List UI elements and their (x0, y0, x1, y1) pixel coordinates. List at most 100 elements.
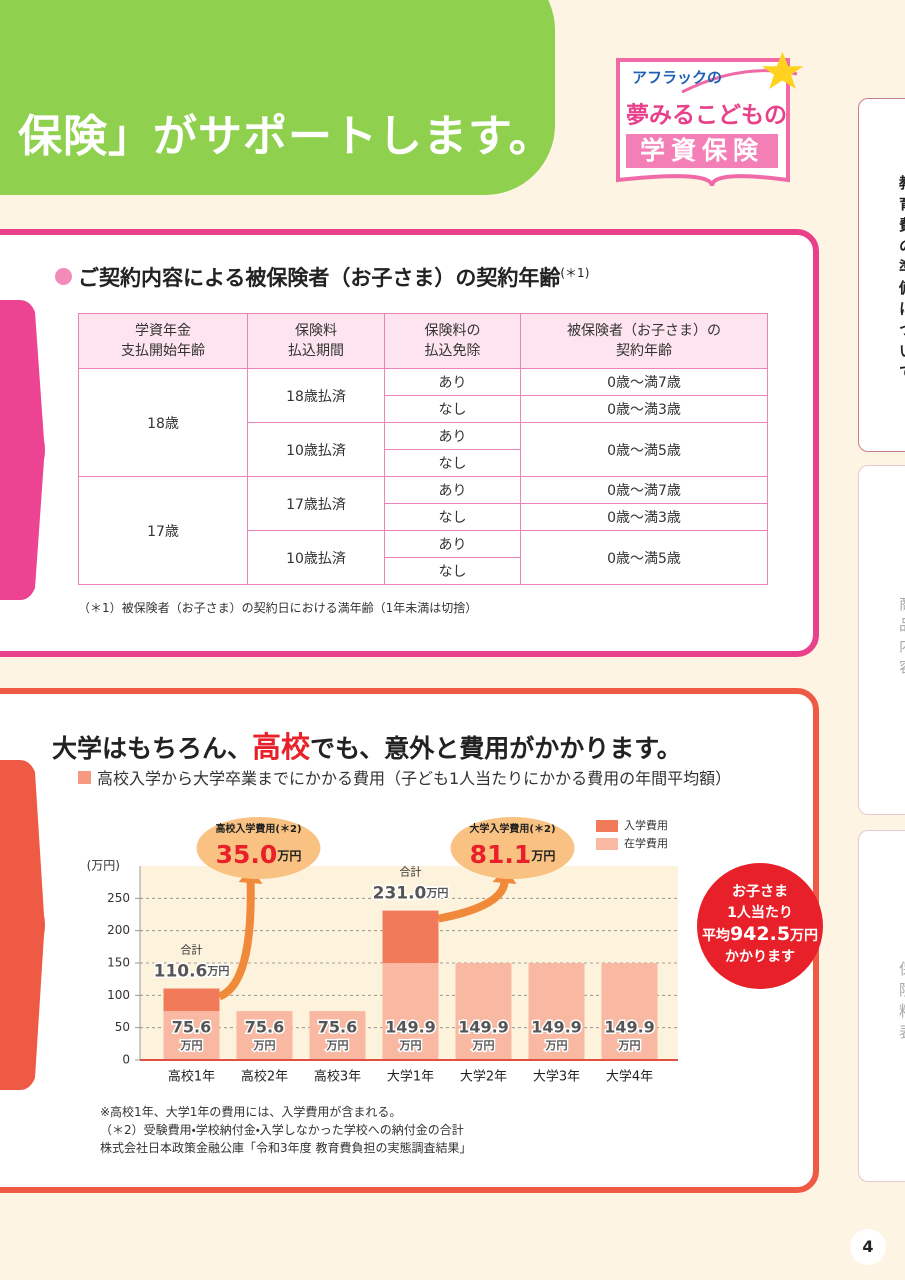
y-tick-label: 100 (107, 988, 130, 1002)
total-label: 231.0万円 (373, 884, 449, 904)
age-cell: 0歳～満5歳 (520, 422, 768, 477)
y-tick-label: 250 (107, 891, 130, 905)
total-label: 110.6万円 (154, 961, 230, 981)
bar-segment (528, 963, 585, 1060)
badge-unit: 万円 (790, 928, 819, 944)
x-tick-label: 高校3年 (314, 1069, 361, 1085)
header-cell: 学資年金支払開始年齢 (78, 313, 248, 369)
bar-unit-label: 万円 (326, 1039, 349, 1052)
badge-text: お子さま (732, 884, 788, 900)
note: （＊2）受験費用・学校納付金・入学しなかった学校への納付金の合計 (100, 1123, 464, 1137)
header-cell: 被保険者（お子さま）の 契約年齢 (520, 313, 768, 369)
y-tick-label: 0 (122, 1053, 130, 1067)
title-text: ご契約内容による被保険者（お子さま）の契約年齢 (78, 266, 561, 290)
callout-number: 35.0 (216, 840, 278, 869)
contract-table: 学資年金 支払開始年齢 保険料 払込期間 保険料の 払込免除 被保険者（お子さま）の 契約年齢… (78, 313, 768, 585)
waiver-cell: あり (384, 476, 521, 504)
bar-unit-label: 万円 (253, 1039, 276, 1052)
header-line: 支払開始年齢 (121, 343, 205, 359)
page-title: 保険」がサポートします。 (18, 111, 554, 162)
bar-value-label: 149.9 (385, 1018, 436, 1037)
logo: アフラックの 夢みるこどもの 学資保険 (616, 52, 804, 187)
callout-value: 81.1万円 (470, 840, 556, 869)
table-row: 10歳払済 あり 0歳～満5歳 (79, 530, 768, 585)
bar-segment (455, 963, 512, 1060)
bullet (55, 268, 72, 285)
y-tick-label: 50 (115, 1020, 130, 1034)
period-cell: 17歳払済 (247, 476, 385, 531)
legend-swatch (596, 820, 618, 832)
table-row: なし 0歳～満3歳 (79, 503, 768, 531)
footnote: （＊1）被保険者（お子さま）の契約日における満年齢（1年未満は切捨） (78, 601, 478, 615)
age-cell: 0歳～満7歳 (520, 476, 768, 504)
callout-title: 高校入学費用(＊2) (215, 822, 301, 835)
callout-arrow (217, 877, 255, 1001)
logo-band (626, 134, 778, 168)
bar-unit-label: 万円 (618, 1039, 641, 1052)
heading-part: でも、意外と費用がかかります。 (310, 734, 682, 763)
callout-value: 35.0万円 (216, 840, 302, 869)
waiver-cell: なし (384, 449, 521, 477)
bar-unit-label: 万円 (472, 1039, 495, 1052)
badge-text: 平均 (701, 928, 730, 944)
bar-value-label: 75.6 (318, 1018, 357, 1037)
logo-star (761, 52, 804, 90)
table-row: なし (79, 449, 768, 477)
heading-part: 大学はもちろん、 (52, 734, 253, 763)
age-cell: 0歳～満7歳 (520, 368, 768, 396)
x-tick-label: 大学3年 (533, 1069, 580, 1085)
chevron-shape (0, 300, 45, 600)
note-mark: (＊1) (560, 266, 590, 280)
total-caption: 合計 (400, 865, 422, 879)
x-tick-label: 高校1年 (168, 1069, 215, 1085)
logo-text: 夢みるこどもの (626, 103, 787, 129)
start-age-cell: 18歳 (78, 368, 248, 477)
side-tab[interactable]: 商品内容 (858, 465, 905, 815)
total-value: 231.0 (373, 884, 427, 904)
callout-unit: 万円 (276, 849, 301, 863)
bar-value-label: 75.6 (245, 1018, 284, 1037)
legend-label: 在学費用 (624, 836, 668, 850)
side-tab[interactable]: 教育費の準備について (858, 98, 905, 452)
bar-value-label: 149.9 (604, 1018, 655, 1037)
badge-value: 942.5 (729, 923, 791, 945)
bar-unit-label: 万円 (545, 1039, 568, 1052)
x-tick-label: 高校2年 (241, 1069, 288, 1085)
bar-unit-label: 万円 (399, 1039, 422, 1052)
header-line: 払込免除 (424, 343, 481, 359)
y-axis-label: (万円) (87, 859, 120, 873)
bar-segment (601, 963, 658, 1060)
section-heading: 大学はもちろん、高校でも、意外と費用がかかります。 (52, 724, 682, 766)
period-cell: 10歳払済 (247, 530, 385, 585)
x-tick-label: 大学4年 (606, 1069, 653, 1085)
subtitle-text: 高校入学から大学卒業までにかかる費用（子ども1人当たりにかかる費用の年間平均額） (97, 769, 732, 788)
side-tab[interactable]: 保険料表 (858, 830, 905, 1182)
banner (0, 0, 555, 195)
logo-text: アフラックの (632, 69, 722, 87)
total-value: 110.6 (154, 961, 208, 981)
callout-unit: 万円 (530, 849, 555, 863)
header-cell: 保険料の 払込免除 (384, 313, 521, 369)
bar-segment (236, 1011, 293, 1060)
bar-value-label: 149.9 (531, 1018, 582, 1037)
period-cell: 10歳払済 (247, 422, 385, 477)
badge-average: 平均942.5万円 (697, 924, 823, 947)
badge-text: かかります (725, 949, 795, 965)
bullet (78, 771, 91, 784)
logo-text: 学資保険 (640, 136, 764, 165)
header-line: 学資年金 (135, 323, 191, 339)
chart-subtitle: 高校入学から大学卒業までにかかる費用（子ども1人当たりにかかる費用の年間平均額） (78, 765, 731, 789)
total-unit: 万円 (206, 964, 229, 977)
note: ※高校1年、大学1年の費用には、入学費用が含まれる。 (100, 1105, 402, 1119)
callout-title: 大学入学費用(＊2) (469, 822, 555, 835)
table-row: 10歳払済 あり 0歳～満5歳 (79, 422, 768, 477)
waiver-cell: あり (384, 368, 521, 396)
bar-unit-label: 万円 (180, 1039, 203, 1052)
legend-swatch (596, 838, 618, 850)
section-title: ご契約内容による被保険者（お子さま）の契約年齢(＊1) (55, 262, 589, 292)
header-line: 払込期間 (288, 343, 344, 359)
table-row: 18歳 18歳払済 あり 0歳～満7歳 (78, 368, 768, 477)
bar-segment (309, 1011, 366, 1060)
waiver-cell: あり (384, 422, 521, 450)
